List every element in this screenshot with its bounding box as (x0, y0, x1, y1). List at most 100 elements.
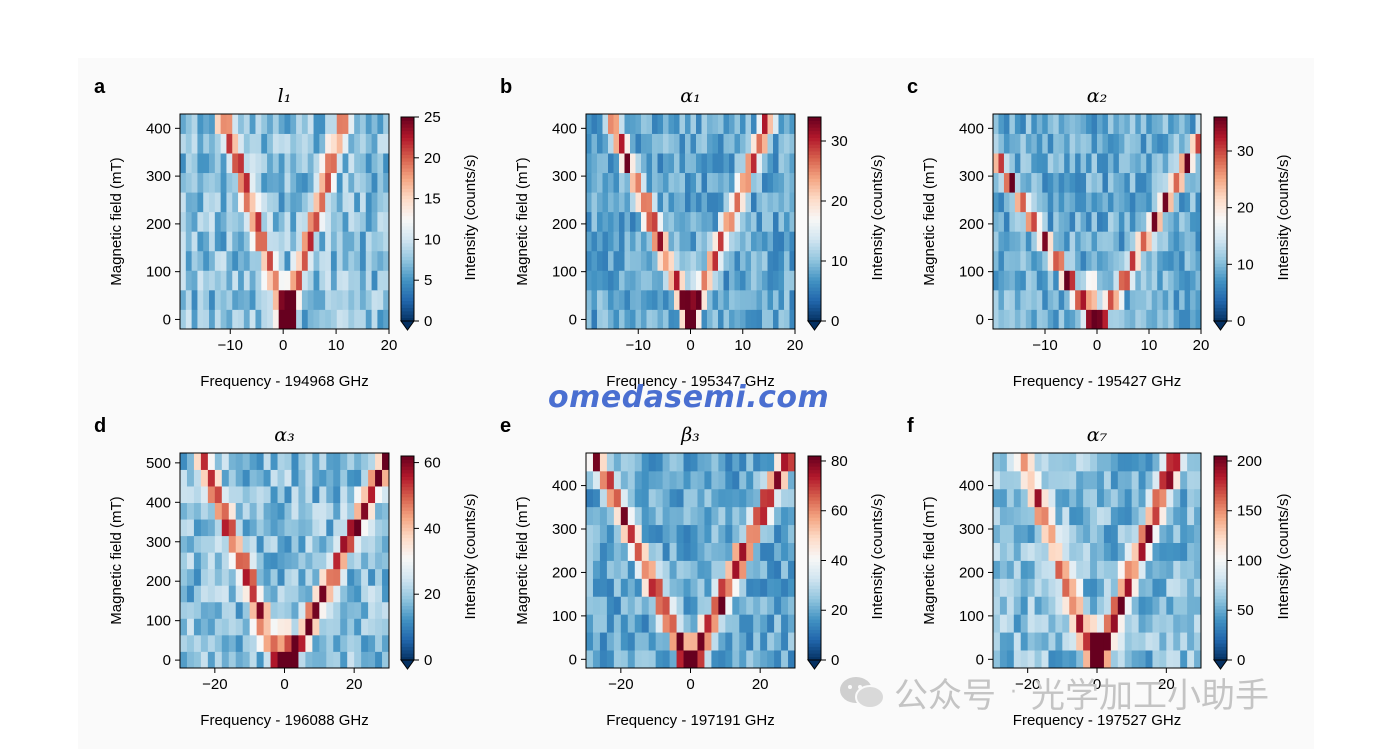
heatmap-cell (1110, 470, 1119, 490)
heatmap-cell (263, 601, 271, 619)
heatmap-cell (690, 231, 697, 252)
heatmap-cell (619, 250, 625, 271)
heatmap-cell (608, 172, 614, 193)
heatmap-cell (1006, 542, 1015, 561)
heatmap-cell (200, 469, 209, 487)
colorbar-segment (1214, 496, 1227, 501)
colorbar-segment (808, 123, 821, 128)
heatmap-cell (630, 309, 636, 330)
heatmap-cell (774, 614, 782, 633)
heatmap-cell (214, 651, 223, 669)
heatmap-cell (193, 535, 202, 553)
heatmap-cell (1103, 506, 1112, 526)
heatmap-cell (197, 270, 204, 291)
heatmap-cell (238, 309, 245, 330)
heatmap-cell (606, 488, 615, 508)
heatmap-cell (284, 552, 292, 570)
heatmap-cell (760, 578, 768, 597)
heatmap-cell (1031, 250, 1038, 271)
colorbar-segment (401, 646, 414, 651)
heatmap-cell (641, 542, 650, 561)
heatmap-cell (1076, 632, 1084, 651)
heatmap-cell (788, 614, 796, 633)
colorbar-segment (1214, 598, 1227, 603)
heatmap-cell (657, 133, 664, 154)
heatmap-cell (1135, 309, 1142, 330)
heatmap-cell (1102, 114, 1109, 134)
colorbar-extend-arrow (1213, 320, 1228, 331)
colorbar-segment (401, 178, 414, 183)
heatmap-cell (272, 114, 280, 134)
heatmap-cell (1138, 488, 1146, 508)
heatmap-cell (368, 469, 376, 487)
colorbar-segment (1214, 287, 1227, 291)
heatmap-cell (1110, 488, 1119, 508)
heatmap-cell (745, 153, 752, 174)
heatmap-cell (679, 192, 686, 213)
colorbar-segment (1214, 479, 1227, 484)
colorbar-segment (808, 619, 821, 624)
heatmap-cell (249, 114, 256, 134)
heatmap-cell (200, 601, 209, 619)
heatmap-cell (627, 632, 636, 651)
heatmap-cell (669, 470, 677, 490)
heatmap-cell (753, 542, 761, 561)
heatmap-cell (1102, 192, 1109, 213)
colorbar-segment (401, 551, 414, 556)
heatmap-cell (203, 133, 210, 154)
heatmap-cell (652, 133, 658, 154)
heatmap-cell (197, 289, 204, 310)
heatmap-cell (319, 250, 326, 271)
heatmap-cell (1075, 231, 1081, 252)
colorbar-segment (401, 168, 414, 172)
heatmap-cell (319, 618, 327, 636)
heatmap-cell (249, 535, 258, 553)
colorbar-segment (808, 510, 821, 515)
heatmap-cell (1124, 488, 1133, 508)
heatmap-cell (301, 192, 309, 213)
heatmap-cell (734, 153, 741, 174)
colorbar-segment (808, 307, 821, 312)
colorbar-segment (808, 246, 821, 251)
heatmap-cell (652, 211, 658, 232)
heatmap-cell (696, 153, 702, 174)
colorbar-segment (808, 500, 821, 505)
heatmap-cell (267, 192, 274, 213)
heatmap-cell (226, 309, 233, 330)
heatmap-cell (1194, 453, 1202, 472)
heatmap-cell (1058, 250, 1065, 271)
colorbar-segment (808, 554, 821, 559)
y-tick-label: 400 (146, 494, 171, 511)
heatmap-cell (313, 231, 320, 252)
heatmap-cell (1027, 453, 1035, 472)
heatmap-cell (1086, 289, 1092, 310)
colorbar-segment (401, 575, 414, 579)
heatmap-cell (228, 535, 237, 553)
heatmap-cell (232, 231, 239, 252)
heatmap-cell (696, 309, 702, 330)
heatmap-cell (1129, 133, 1136, 154)
heatmap-cell (319, 153, 326, 174)
heatmap-cell (1124, 172, 1131, 193)
heatmap-cell (630, 289, 636, 310)
heatmap-cell (725, 524, 733, 543)
heatmap-cell (760, 650, 768, 669)
heatmap-cell (342, 270, 349, 291)
heatmap-cell (319, 519, 327, 537)
heatmap-cell (1076, 506, 1084, 526)
heatmap-cell (348, 172, 355, 193)
heatmap-cell (1047, 309, 1054, 330)
colorbar-label: Intensity (counts/s) (869, 155, 886, 281)
heatmap-cell (696, 172, 702, 193)
colorbar-segment (808, 208, 821, 213)
heatmap-cell (1103, 488, 1112, 508)
heatmap-cell (313, 250, 320, 271)
heatmap-cell (619, 153, 625, 174)
heatmap-cell (1006, 596, 1015, 615)
heatmap-cell (267, 114, 274, 134)
heatmap-cell (243, 114, 251, 134)
heatmap-cell (270, 601, 278, 619)
heatmap-cell (767, 114, 774, 134)
heatmap-cell (723, 309, 730, 330)
